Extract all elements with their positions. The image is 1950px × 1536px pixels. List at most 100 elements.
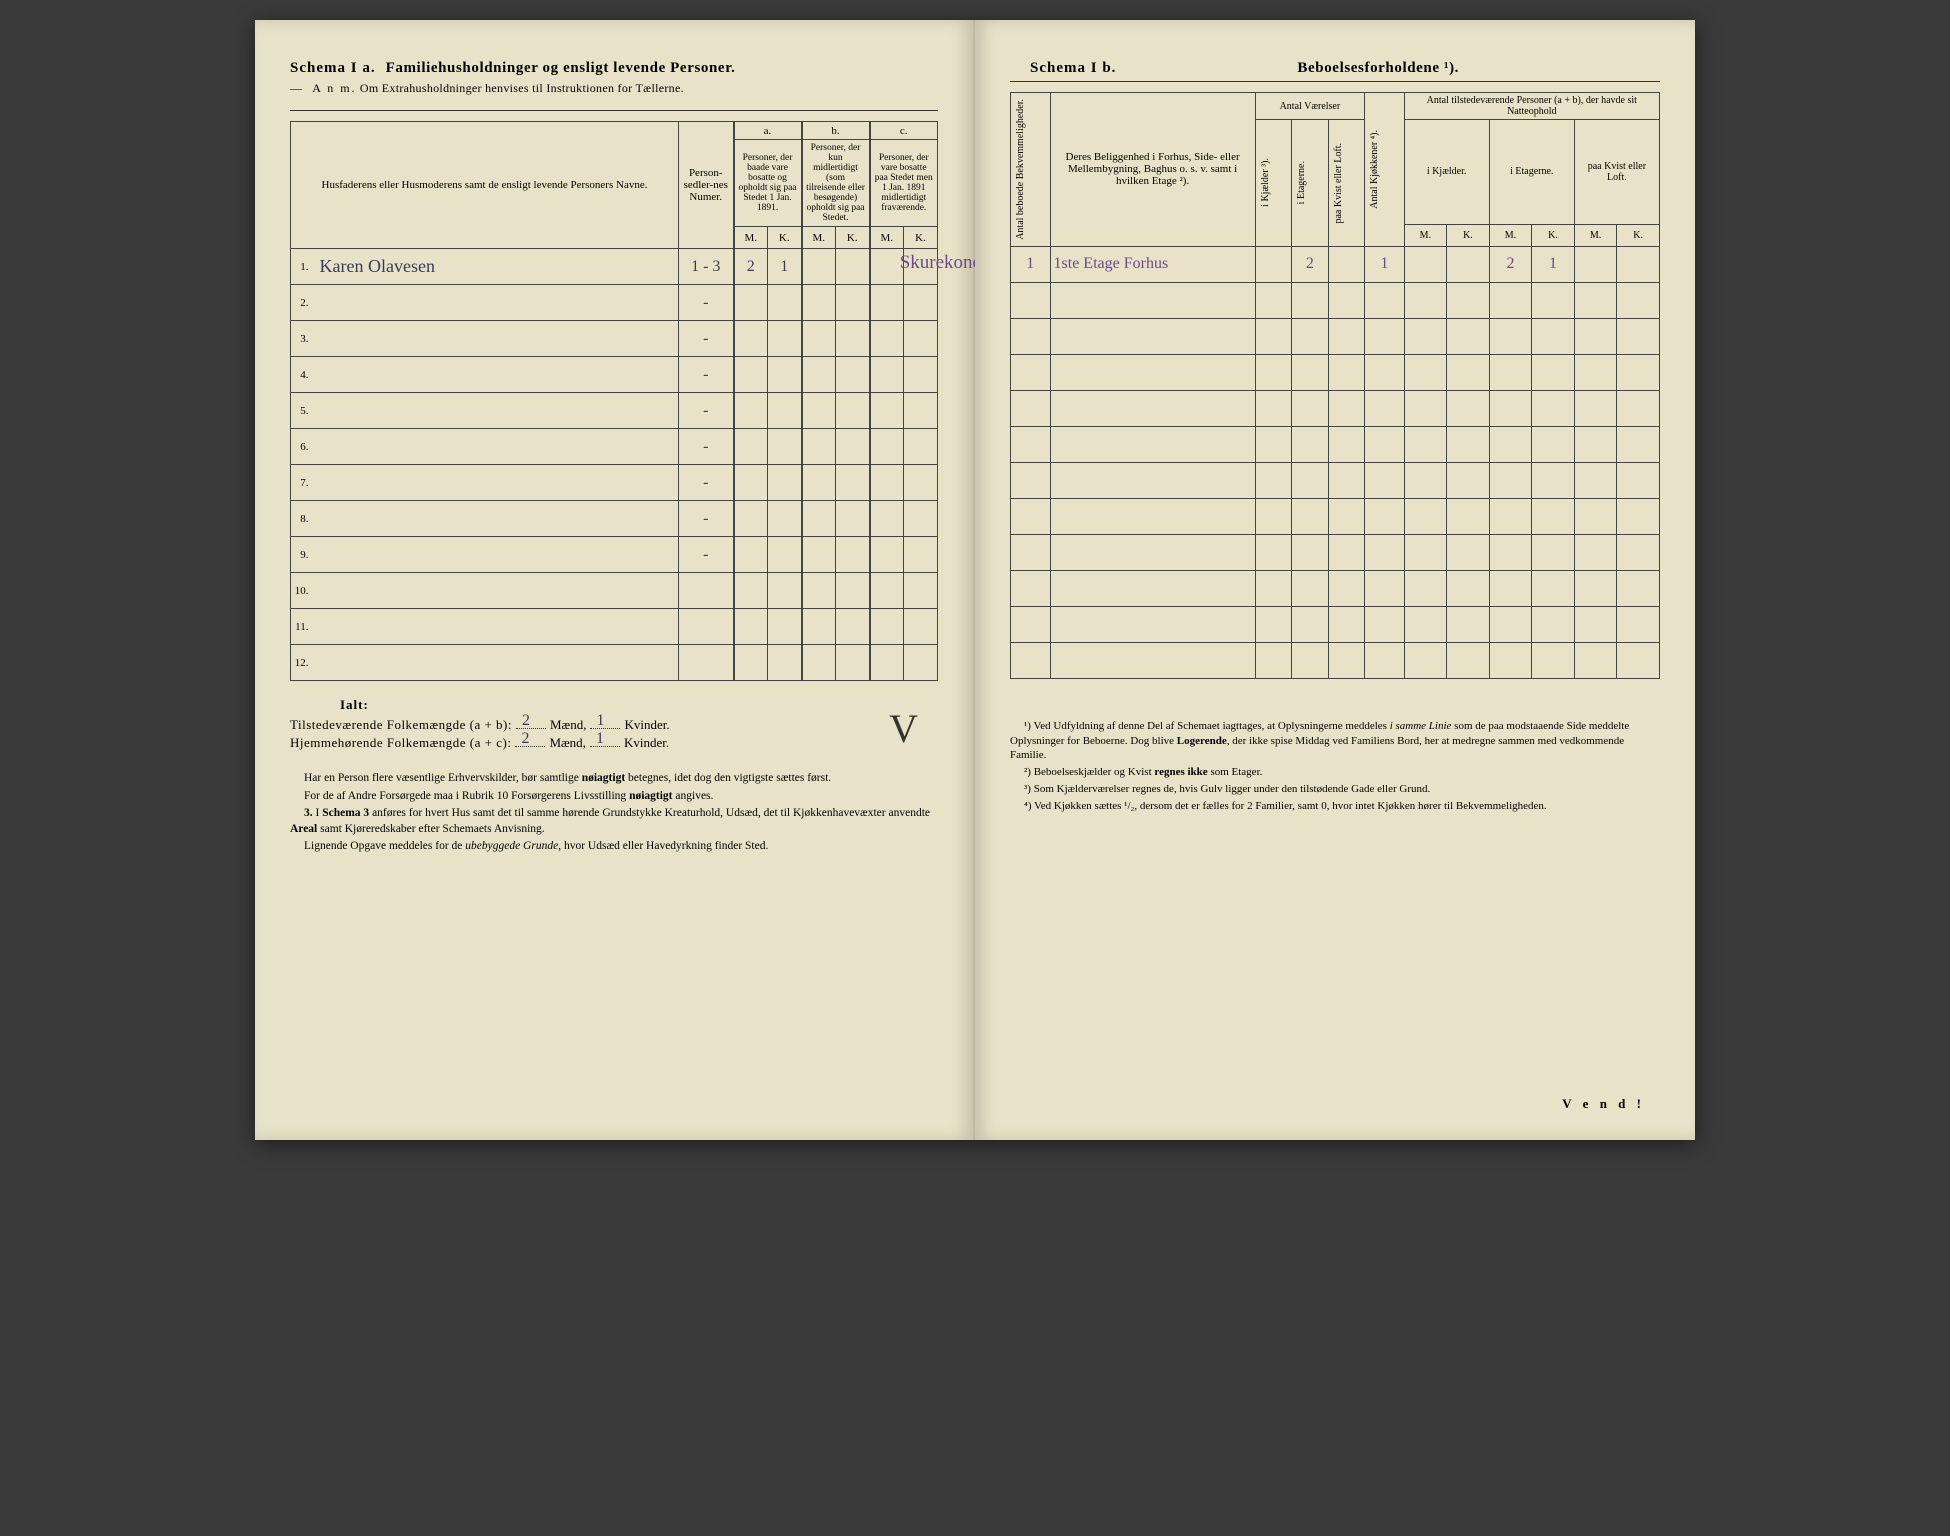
- nv-m: M.: [1574, 224, 1617, 246]
- table-row: 6.-: [291, 429, 938, 465]
- nk-m-cell: [1404, 282, 1447, 318]
- ne-k-cell: [1532, 570, 1575, 606]
- kjok-cell: [1365, 462, 1405, 498]
- table-row: 5.-: [291, 393, 938, 429]
- row-personnum: -: [679, 465, 734, 501]
- nv-m-cell: [1574, 534, 1617, 570]
- row-personnum: -: [679, 357, 734, 393]
- anm-text: Om Extrahusholdninger henvises til Instr…: [360, 81, 684, 95]
- bekv-cell: [1011, 570, 1051, 606]
- schema-1b-label: Schema I b.: [1030, 60, 1116, 77]
- b-k-cell: [836, 285, 870, 321]
- ne-m-cell: [1489, 534, 1532, 570]
- v-kvist-cell: [1328, 642, 1364, 678]
- hdr-a: a.: [734, 122, 802, 140]
- c-m-cell: [870, 609, 904, 645]
- row-name-cell: [317, 645, 679, 681]
- hdr-v-kjael: i Kjælder ³).: [1255, 120, 1291, 247]
- row-num: 9.: [291, 537, 317, 573]
- hdr-b: b.: [802, 122, 870, 140]
- bekv-cell: [1011, 426, 1051, 462]
- kjok-cell: [1365, 354, 1405, 390]
- b-k-cell: [836, 609, 870, 645]
- nk-m-cell: [1404, 642, 1447, 678]
- hdr-n-kvist: paa Kvist eller Loft.: [1574, 120, 1659, 225]
- table-row: [1011, 570, 1660, 606]
- a-k-cell: [768, 645, 802, 681]
- c-k-cell: [904, 393, 938, 429]
- v-etag-cell: [1292, 534, 1328, 570]
- schema-1a-label: Schema I a.: [290, 60, 376, 77]
- row-personnum: [679, 573, 734, 609]
- b-m-cell: [802, 285, 836, 321]
- table-row: [1011, 426, 1660, 462]
- nk-k-cell: [1447, 606, 1490, 642]
- nk-k-cell: [1447, 318, 1490, 354]
- nv-m-cell: [1574, 498, 1617, 534]
- table-row: [1011, 606, 1660, 642]
- c-m-cell: [870, 393, 904, 429]
- belig-cell: [1050, 426, 1255, 462]
- b-k-cell: [836, 465, 870, 501]
- c-k-cell: [904, 645, 938, 681]
- nv-m-cell: [1574, 246, 1617, 282]
- c-k-cell: [904, 501, 938, 537]
- table-row: 7.-: [291, 465, 938, 501]
- b-k-cell: [836, 393, 870, 429]
- row-num: 11.: [291, 609, 317, 645]
- sum1-m: 2: [522, 712, 530, 730]
- row-num: 3.: [291, 321, 317, 357]
- belig-cell: [1050, 390, 1255, 426]
- v-kjael-cell: [1255, 318, 1291, 354]
- belig-cell: [1050, 606, 1255, 642]
- nv-k-cell: [1617, 246, 1660, 282]
- a-k-cell: 1: [768, 249, 802, 285]
- b-m-cell: [802, 609, 836, 645]
- row-name-cell: [317, 393, 679, 429]
- kjok-cell: 1: [1365, 246, 1405, 282]
- bekv-cell: [1011, 462, 1051, 498]
- table-row: 9.-: [291, 537, 938, 573]
- kjok-cell: [1365, 390, 1405, 426]
- schema-1b-table: Antal beboede Bekvemmeligheder. Deres Be…: [1010, 92, 1660, 679]
- a-m-cell: [734, 609, 768, 645]
- nk-m-cell: [1404, 390, 1447, 426]
- ne-m-cell: [1489, 282, 1532, 318]
- ne-m-cell: [1489, 426, 1532, 462]
- row-personnum: 1 - 3: [679, 249, 734, 285]
- v-etag-cell: [1292, 642, 1328, 678]
- row-name-cell: [317, 501, 679, 537]
- v-kjael-cell: [1255, 462, 1291, 498]
- table-row: 3.-: [291, 321, 938, 357]
- nv-k-cell: [1617, 282, 1660, 318]
- maend: Mænd,: [550, 717, 586, 733]
- nk-m-cell: [1404, 570, 1447, 606]
- v-kvist-cell: [1328, 390, 1364, 426]
- row-num: 10.: [291, 573, 317, 609]
- c-k-cell: [904, 429, 938, 465]
- a-k: K.: [768, 227, 802, 249]
- hdr-a-desc: Personer, der baade vare bosatte og opho…: [734, 140, 802, 227]
- v-kjael-cell: [1255, 426, 1291, 462]
- row-num: 5.: [291, 393, 317, 429]
- hdr-v-etag: i Etagerne.: [1292, 120, 1328, 247]
- a-m-cell: [734, 537, 768, 573]
- b-k-cell: [836, 357, 870, 393]
- table-row: [1011, 390, 1660, 426]
- row-name-cell: [317, 609, 679, 645]
- row-name-cell: Karen Olavesen: [317, 249, 679, 285]
- kjok-cell: [1365, 426, 1405, 462]
- footnote: ⁴) Ved Kjøkken sættes ¹/₂, dersom det er…: [1010, 799, 1660, 814]
- sum1-k: 1: [596, 712, 604, 730]
- table-row: 4.-: [291, 357, 938, 393]
- kjok-cell: [1365, 570, 1405, 606]
- ne-k-cell: [1532, 318, 1575, 354]
- ne-m-cell: [1489, 318, 1532, 354]
- ne-k-cell: [1532, 354, 1575, 390]
- c-k-cell: [904, 357, 938, 393]
- body-paragraph: For de af Andre Forsørgede maa i Rubrik …: [290, 789, 938, 805]
- ne-k-cell: [1532, 390, 1575, 426]
- hdr-n-etag: i Etagerne.: [1489, 120, 1574, 225]
- nk-k-cell: [1447, 498, 1490, 534]
- vend-label: V e n d !: [1562, 1096, 1645, 1112]
